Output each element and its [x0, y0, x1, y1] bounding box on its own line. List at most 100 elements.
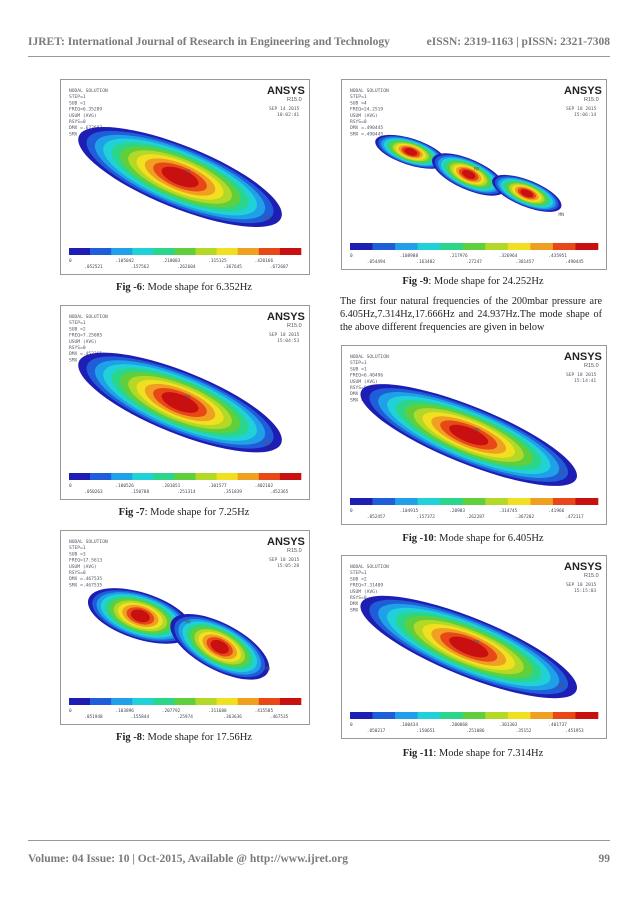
caption-text: : Mode shape for 6.405Hz: [433, 533, 544, 544]
colorbar-tick-top: 0: [69, 708, 72, 714]
max-marker: MX: [185, 169, 191, 175]
colorbar-tick-top: 0: [350, 508, 353, 514]
nodal-info-line: RSYS=0: [350, 595, 367, 601]
colorbar-segment: [395, 712, 418, 719]
nodal-info-line: FREQ=17.5613: [69, 558, 102, 564]
caption-label: Fig -10: [402, 533, 434, 544]
nodal-info-line: SUB =3: [69, 551, 86, 557]
body-paragraph: The first four natural frequencies of th…: [340, 296, 602, 333]
colorbar-segment: [417, 498, 441, 505]
nodal-info-line: RSYS=0: [350, 119, 367, 125]
colorbar-segment: [462, 498, 486, 505]
max-marker: MX: [474, 427, 480, 433]
ansys-logo: ANSYS: [267, 536, 305, 548]
colorbar-segment: [507, 243, 531, 250]
solve-date: SEP 18 2015: [566, 582, 597, 588]
solve-time: 15:06:14: [574, 112, 596, 118]
colorbar-tick-top: .314745: [499, 508, 518, 514]
mode-shape-single: [78, 352, 282, 453]
colorbar-segment: [530, 498, 554, 505]
fig11-caption: Fig -11: Mode shape for 7.314Hz: [341, 748, 605, 759]
colorbar-segment: [174, 698, 196, 705]
colorbar-tick-top: 0: [350, 722, 353, 728]
min-marker: MN: [558, 470, 564, 476]
colorbar-segment: [279, 248, 302, 255]
journal-title: IJRET: International Journal of Research…: [28, 36, 390, 48]
max-marker: MX: [474, 167, 480, 173]
colorbar-tick-bottom: .367202: [516, 514, 535, 520]
running-header: IJRET: International Journal of Research…: [28, 36, 610, 48]
solve-time: 15:04:53: [277, 338, 299, 344]
colorbar-segment: [552, 498, 576, 505]
colorbar-tick-bottom: .472117: [565, 514, 584, 520]
colorbar-segment: [440, 712, 464, 719]
nodal-info-line: FREQ=6.35289: [69, 107, 102, 113]
nodal-info-line: SUB =1: [350, 366, 367, 372]
colorbar-segment: [350, 243, 373, 250]
solve-date: SEP 18 2015: [269, 332, 300, 338]
nodal-info-line: STEP=1: [69, 94, 86, 100]
fig7-caption: Fig -7: Mode shape for 7.25Hz: [60, 507, 308, 518]
min-marker: MN: [264, 441, 270, 447]
colorbar-segment: [237, 473, 260, 480]
nodal-info-line: NODAL SOLUTION: [350, 564, 389, 570]
fig8-plot: NODAL SOLUTION STEP=1 SUB =3 FREQ=17.5613 US…: [60, 530, 310, 725]
volume-info: Volume: 04 Issue: 10 | Oct-2015, Availab…: [28, 853, 348, 865]
colorbar-tick-top: .201051: [162, 483, 181, 489]
colorbar-tick-bottom: .052457: [367, 514, 386, 520]
colorbar-tick-bottom: .381457: [516, 259, 535, 265]
ansys-logo: ANSYS: [564, 561, 602, 573]
colorbar-tick-bottom: .054494: [367, 259, 386, 265]
solve-date: SEP 14 2015: [269, 106, 300, 112]
nodal-info-line: RSYS=0: [69, 119, 86, 125]
colorbar-segment: [485, 243, 509, 250]
fig10-caption: Fig -10: Mode shape for 6.405Hz: [341, 533, 605, 544]
caption-label: Fig -11: [402, 748, 434, 759]
colorbar-tick-bottom: .452365: [270, 489, 289, 495]
nodal-info-line: USUM (AVG): [350, 589, 378, 595]
colorbar-segment: [195, 248, 217, 255]
colorbar-segment: [90, 473, 112, 480]
colorbar-tick-top: .100434: [400, 722, 419, 728]
nodal-info-line: USUM (AVG): [69, 113, 97, 119]
colorbar-segment: [174, 473, 196, 480]
colorbar-tick-top: .402102: [255, 483, 274, 489]
nodal-info-line: SUB =2: [350, 576, 367, 582]
colorbar-tick-bottom: .251086: [466, 728, 485, 734]
colorbar-tick-top: .401737: [548, 722, 567, 728]
solve-time: 15:14:41: [574, 378, 596, 384]
mode-shape-single: [360, 595, 578, 699]
fig7-plot: NODAL SOLUTION STEP=1 SUB =2 FREQ=7.25085 US…: [60, 305, 310, 500]
colorbar-tick-bottom: .155844: [131, 714, 150, 720]
nodal-info-line: USUM (AVG): [69, 339, 97, 345]
colorbar-tick-bottom: .467535: [270, 714, 289, 720]
fig9-plot: NODAL SOLUTION STEP=1 SUB =4 FREQ=24.2519 US…: [341, 79, 607, 270]
colorbar-tick-top: .103896: [115, 708, 134, 714]
colorbar-segment: [69, 473, 91, 480]
colorbar-tick-bottom: .050217: [367, 728, 386, 734]
colorbar-tick-bottom: .25974: [177, 714, 193, 720]
caption-text: : Mode shape for 6.352Hz: [142, 282, 252, 293]
colorbar-segment: [485, 712, 509, 719]
colorbar-tick-top: .41966: [548, 508, 564, 514]
colorbar-segment: [258, 248, 281, 255]
colorbar-segment: [90, 248, 112, 255]
colorbar-segment: [132, 473, 154, 480]
solve-date: SEP 18 2015: [566, 372, 597, 378]
colorbar-segment: [237, 248, 260, 255]
colorbar-tick-bottom: .672687: [270, 264, 289, 270]
colorbar-segment: [372, 243, 396, 250]
colorbar-tick-bottom: .363636: [223, 714, 242, 720]
colorbar-segment: [372, 712, 396, 719]
colorbar-tick-top: .210083: [162, 258, 181, 264]
colorbar-tick-bottom: .262604: [177, 264, 196, 270]
nodal-info-line: USUM (AVG): [350, 379, 378, 385]
colorbar-segment: [279, 473, 302, 480]
colorbar-tick-bottom: .050263: [84, 489, 103, 495]
colorbar-segment: [395, 498, 418, 505]
colorbar-tick-top: .435951: [548, 253, 567, 259]
caption-text: : Mode shape for 7.25Hz: [144, 507, 250, 518]
colorbar-segment: [507, 712, 531, 719]
running-footer: Volume: 04 Issue: 10 | Oct-2015, Availab…: [28, 853, 610, 865]
colorbar-segment: [195, 698, 217, 705]
